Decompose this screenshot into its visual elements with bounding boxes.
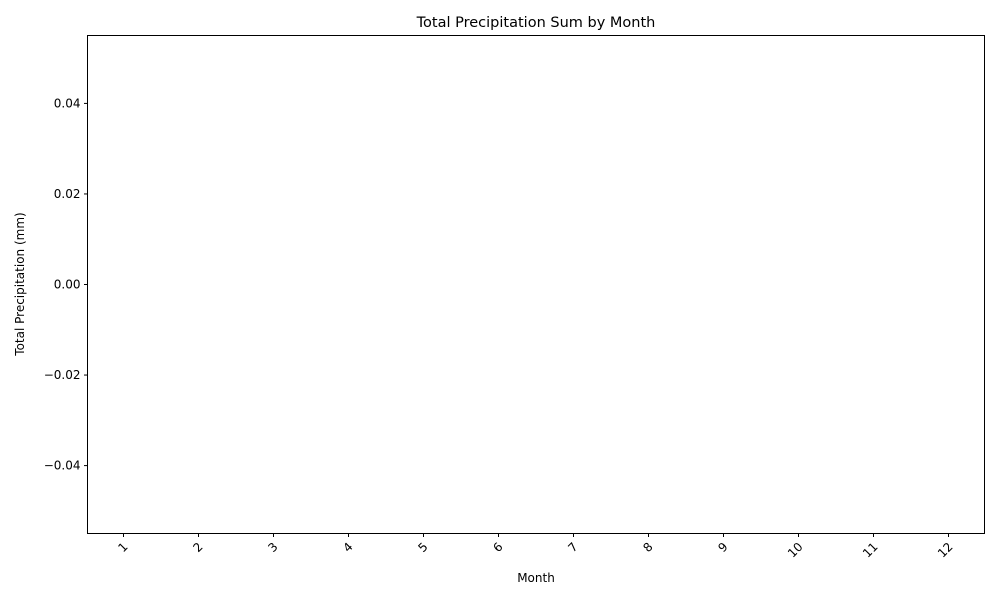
y-axis-label: Total Precipitation (mm) [13,212,27,356]
x-tick-label: 7 [565,540,580,555]
x-tick-label: 11 [860,540,881,561]
plot-frame [87,35,985,534]
chart-title: Total Precipitation Sum by Month [416,15,656,31]
x-tick-label: 6 [490,540,505,555]
x-tick-label: 9 [715,540,730,555]
x-tick-label: 8 [640,540,655,555]
x-tick-label: 2 [190,540,205,555]
x-axis-label: Month [517,571,555,585]
y-tick-label: 0.02 [54,187,81,201]
y-tick-label: 0.04 [54,96,81,110]
x-tick-label: 3 [265,540,280,555]
x-tick-label: 1 [115,540,130,555]
y-tick-label: 0.00 [54,278,81,292]
y-tick-label: −0.02 [44,368,81,382]
x-tick-label: 10 [785,540,806,561]
x-tick-label: 4 [340,540,355,555]
x-tick-label: 5 [415,540,430,555]
y-tick-label: −0.04 [44,459,81,473]
x-tick-label: 12 [935,540,956,561]
